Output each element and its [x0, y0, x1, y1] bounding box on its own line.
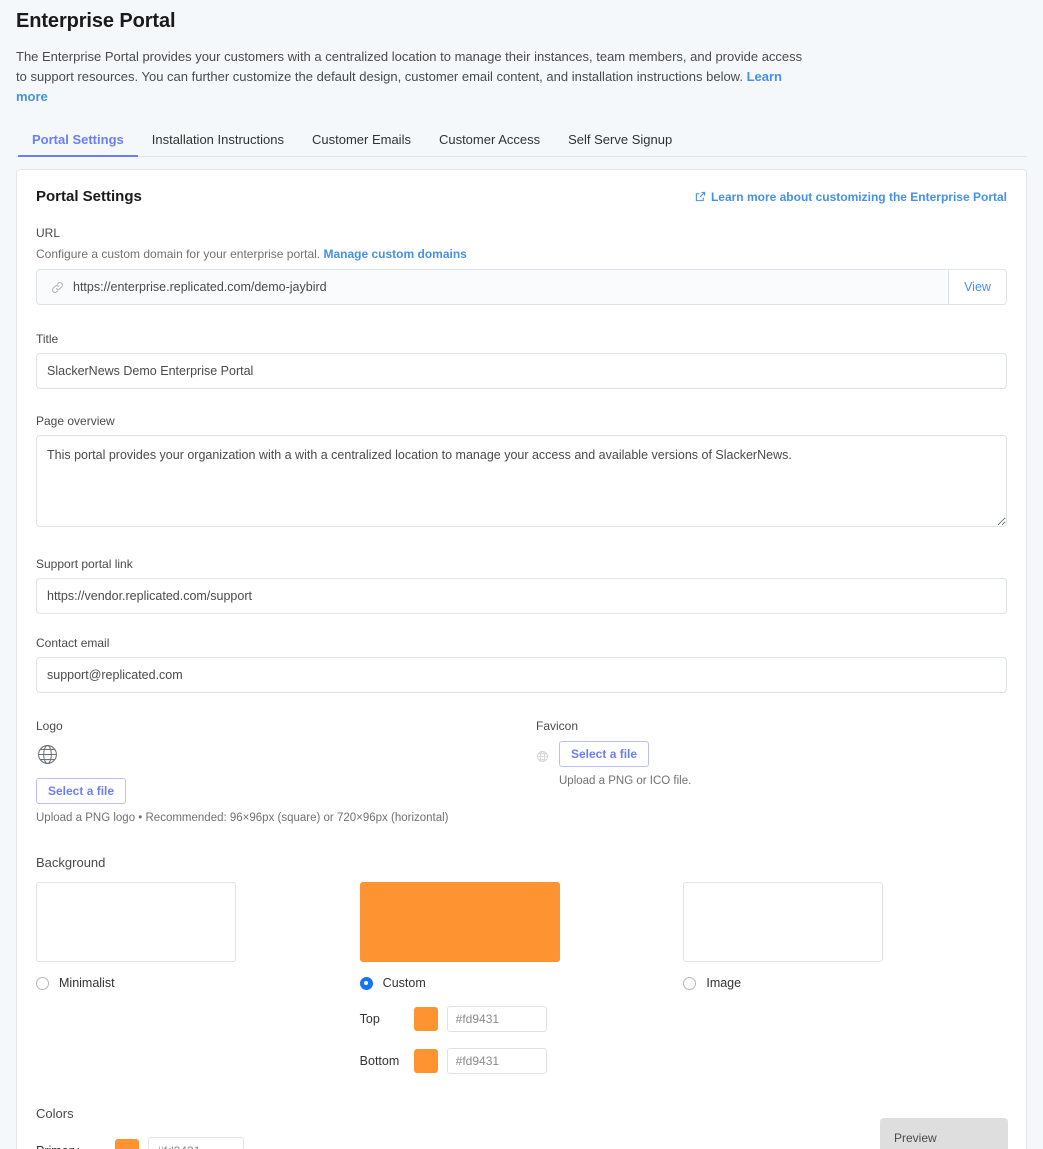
portal-settings-card: Portal Settings Learn more about customi…: [16, 169, 1027, 1149]
url-help: Configure a custom domain for your enter…: [36, 247, 1007, 261]
background-option-custom: Custom Top Bottom: [359, 882, 684, 1074]
url-label: URL: [36, 226, 61, 240]
radio-custom[interactable]: [359, 976, 373, 990]
customizing-help-link-label: Learn more about customizing the Enterpr…: [710, 189, 1007, 204]
background-radio-row-minimalist[interactable]: Minimalist: [36, 976, 360, 990]
link-icon: [51, 281, 64, 294]
favicon-controls: Select a file Upload a PNG or ICO file.: [559, 741, 691, 787]
page-description-text: The Enterprise Portal provides your cust…: [16, 49, 803, 84]
favicon-upload-note: Upload a PNG or ICO file.: [559, 775, 692, 787]
title-input[interactable]: [36, 353, 1007, 389]
tab-customer-emails[interactable]: Customer Emails: [311, 132, 411, 147]
favicon-inner: Select a file Upload a PNG or ICO file.: [536, 741, 936, 787]
preview-box: Preview Button Link: [880, 1118, 1008, 1149]
spacer: [36, 389, 1007, 414]
view-button[interactable]: View: [948, 270, 1006, 304]
background-radio-row-image[interactable]: Image: [683, 976, 1007, 990]
globe-icon: [36, 743, 59, 766]
tab-customer-access[interactable]: Customer Access: [438, 132, 541, 147]
tab-installation-instructions[interactable]: Installation Instructions: [151, 132, 284, 147]
background-option-image: Image: [683, 882, 1007, 1074]
manage-custom-domains-link[interactable]: Manage custom domains: [323, 247, 467, 261]
contact-email-input[interactable]: [36, 657, 1007, 693]
page-overview-label: Page overview: [36, 414, 115, 428]
tab-portal-settings[interactable]: Portal Settings: [18, 132, 138, 157]
media-row: Logo Select a file Upload a PNG logo • R…: [36, 719, 1007, 824]
radio-minimalist[interactable]: [36, 976, 49, 990]
contact-email-label: Contact email: [36, 636, 110, 650]
colors-label: Colors: [36, 1106, 74, 1121]
logo-section: Logo Select a file Upload a PNG logo • R…: [36, 719, 536, 824]
url-value: https://enterprise.replicated.com/demo-j…: [73, 280, 327, 294]
page-overview-textarea[interactable]: [36, 435, 1007, 527]
page-title: Enterprise Portal: [16, 10, 176, 32]
primary-color-swatch[interactable]: [115, 1138, 139, 1149]
colors-section: Colors Primary Secondary: [36, 1106, 1007, 1149]
spacer: [36, 614, 1007, 636]
background-option-label: Custom: [382, 976, 426, 990]
background-option-label: Minimalist: [59, 976, 115, 990]
primary-color-label: Primary: [36, 1144, 106, 1149]
radio-image[interactable]: [683, 976, 697, 990]
preview-label: Preview: [894, 1131, 937, 1145]
title-label: Title: [36, 332, 59, 346]
background-preview-minimalist[interactable]: [36, 882, 236, 962]
background-preview-custom[interactable]: [359, 882, 560, 962]
spacer: [36, 532, 1007, 557]
background-top-swatch[interactable]: [413, 1007, 438, 1031]
card-header: Portal Settings Learn more about customi…: [36, 188, 1007, 205]
support-portal-link-label: Support portal link: [36, 557, 133, 571]
customizing-help-link[interactable]: Learn more about customizing the Enterpr…: [695, 190, 1007, 204]
background-bottom-color-row: Bottom: [360, 1048, 684, 1074]
page-header: Enterprise Portal The Enterprise Portal …: [0, 0, 1043, 157]
favicon-label: Favicon: [536, 719, 579, 733]
url-value-wrap: https://enterprise.replicated.com/demo-j…: [37, 270, 948, 304]
background-label: Background: [36, 855, 106, 870]
url-field-row: https://enterprise.replicated.com/demo-j…: [36, 269, 1007, 305]
primary-color-hex-input[interactable]: [148, 1137, 244, 1149]
page-description: The Enterprise Portal provides your cust…: [16, 47, 806, 107]
favicon-select-file-button[interactable]: Select a file: [559, 741, 650, 767]
external-link-icon: [695, 191, 706, 202]
background-color-controls: Top Bottom: [360, 1006, 684, 1074]
background-bottom-label: Bottom: [359, 1054, 400, 1068]
logo-upload-note: Upload a PNG logo • Recommended: 96×96px…: [36, 812, 449, 824]
background-option-label: Image: [706, 976, 742, 990]
background-options: Minimalist Custom Top Bottom: [36, 882, 1007, 1074]
globe-icon: [536, 750, 549, 763]
card-title: Portal Settings: [36, 188, 142, 205]
logo-select-file-button[interactable]: Select a file: [36, 778, 127, 804]
background-option-minimalist: Minimalist: [36, 882, 360, 1074]
learn-more-link[interactable]: Learn more: [16, 69, 782, 104]
support-portal-link-input[interactable]: [36, 578, 1007, 614]
background-preview-image[interactable]: [683, 882, 884, 962]
background-bottom-hex-input[interactable]: [446, 1048, 547, 1074]
background-radio-row-custom[interactable]: Custom: [359, 976, 684, 990]
background-top-color-row: Top: [360, 1006, 684, 1032]
url-help-text: Configure a custom domain for your enter…: [36, 247, 321, 261]
tab-self-serve-signup[interactable]: Self Serve Signup: [568, 132, 673, 147]
background-top-hex-input[interactable]: [446, 1006, 547, 1032]
logo-label: Logo: [36, 719, 63, 733]
background-top-label: Top: [359, 1012, 380, 1026]
tab-bar: Portal Settings Installation Instruction…: [16, 123, 1027, 157]
background-bottom-swatch[interactable]: [413, 1049, 438, 1073]
favicon-section: Favicon Select a file Upload a PNG or IC…: [536, 719, 936, 824]
primary-color-row: Primary: [36, 1137, 1007, 1149]
